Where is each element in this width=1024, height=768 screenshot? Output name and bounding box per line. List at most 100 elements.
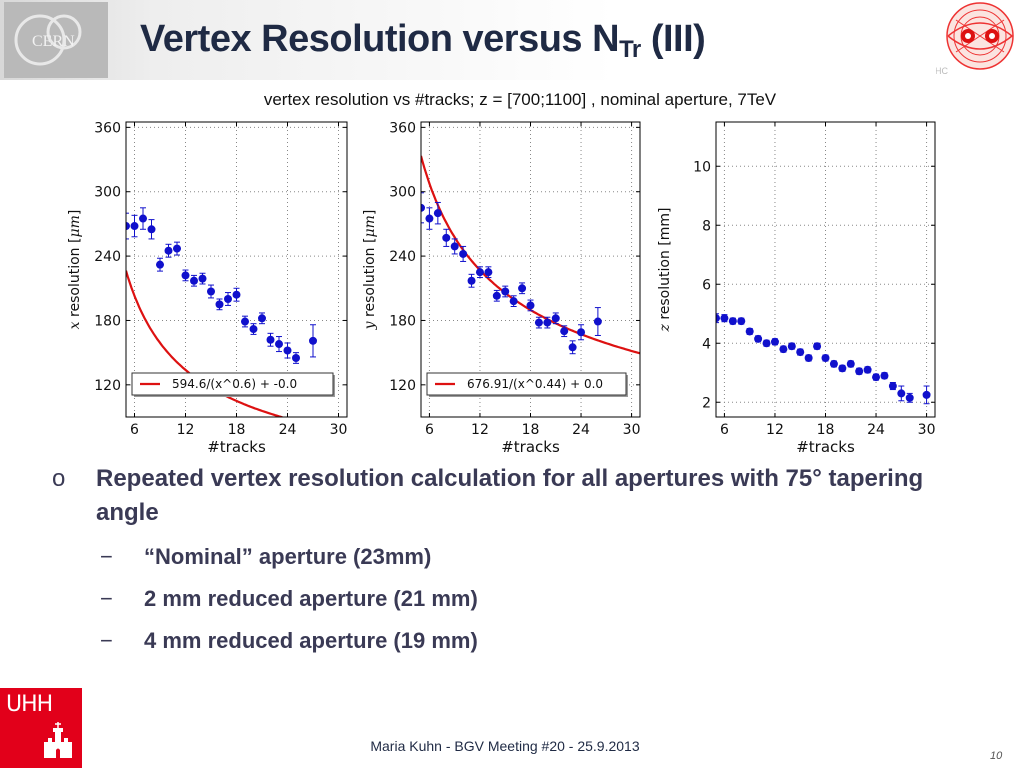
uhh-logo: UHH <box>0 688 82 768</box>
data-point <box>855 367 864 376</box>
data-point <box>484 268 493 277</box>
slide-title: Vertex Resolution versus NTr (III) <box>140 18 706 63</box>
data-point <box>787 342 796 351</box>
y-axis-label: y resolution [μm] <box>362 210 378 331</box>
x-tick-label: 18 <box>228 422 246 438</box>
data-point <box>475 268 484 277</box>
data-point <box>779 345 788 354</box>
x-tick-label: 12 <box>766 422 784 438</box>
bullet-marker: o <box>52 465 66 492</box>
y-tick-label: 360 <box>389 120 416 136</box>
data-point <box>745 327 754 336</box>
data-point <box>266 335 275 344</box>
data-point <box>754 334 763 343</box>
lhc-logo: LHC <box>930 0 1024 80</box>
bullet-main: o Repeated vertex resolution calculation… <box>52 462 992 530</box>
y-tick-label: 300 <box>94 185 121 201</box>
bullet-sub-text: “Nominal” aperture (23mm) <box>144 544 432 569</box>
plot-content <box>421 155 640 355</box>
data-point <box>190 276 198 285</box>
bullet-list: o Repeated vertex resolution calculation… <box>52 462 992 656</box>
header-band <box>0 0 1024 80</box>
data-point <box>905 393 914 402</box>
x-tick-label: 6 <box>130 422 139 438</box>
y-axis-label: z resolution [mm] <box>657 207 673 332</box>
plot-area <box>126 122 347 417</box>
cern-logo: CERN <box>4 2 108 78</box>
data-point <box>156 260 164 269</box>
y-tick-label: 120 <box>94 378 121 394</box>
bullet-sub-1: − “Nominal” aperture (23mm) <box>52 542 992 572</box>
data-point <box>526 301 535 310</box>
y-tick-label: 8 <box>702 218 711 234</box>
data-point <box>181 271 190 280</box>
data-point <box>492 291 501 300</box>
data-point <box>275 340 283 349</box>
x-tick-label: 24 <box>279 422 297 438</box>
cern-logo-text: CERN <box>32 33 75 50</box>
data-point <box>518 284 527 293</box>
data-point <box>147 225 156 234</box>
data-point <box>821 354 830 362</box>
data-point <box>863 365 872 374</box>
data-point <box>283 346 292 355</box>
data-point <box>292 354 300 362</box>
data-point <box>139 214 147 223</box>
data-point <box>258 314 266 323</box>
x-tick-label: 18 <box>817 422 835 438</box>
data-point <box>467 276 476 285</box>
x-tick-label: 12 <box>471 422 489 438</box>
data-point <box>922 390 931 399</box>
x-tick-label: 6 <box>720 422 729 438</box>
data-point <box>796 348 805 357</box>
legend-box <box>131 372 334 396</box>
y-tick-label: 240 <box>94 249 121 265</box>
data-point <box>126 222 130 231</box>
data-point <box>224 295 232 303</box>
data-point <box>198 274 207 283</box>
sub-bullet-marker: − <box>100 628 113 653</box>
data-point <box>846 359 855 368</box>
y-tick-label: 120 <box>389 378 416 394</box>
data-point <box>501 287 510 296</box>
data-point <box>543 318 552 327</box>
data-point <box>232 290 241 299</box>
data-point <box>577 328 586 337</box>
data-point <box>829 359 838 368</box>
data-point <box>728 317 737 326</box>
data-point <box>534 318 543 327</box>
x-tick-label: 30 <box>918 422 936 438</box>
plot-frame <box>420 121 641 418</box>
data-point <box>173 244 181 253</box>
charts-caption: vertex resolution vs #tracks; z = [700;1… <box>263 90 777 109</box>
y-tick-label: 180 <box>389 313 416 329</box>
plot-content <box>716 313 931 405</box>
plot-area <box>716 122 935 417</box>
data-point <box>442 233 451 242</box>
data-point <box>737 317 746 326</box>
y-tick-label: 4 <box>702 336 711 352</box>
x-tick-label: 30 <box>623 422 641 438</box>
data-point <box>804 354 813 362</box>
y-tick-label: 240 <box>389 249 416 265</box>
chart-2: 6 12 18 24 30 120 180 240 300 360 676.91/(x^0.44) … <box>362 120 641 456</box>
data-point <box>425 214 434 223</box>
lhc-logo-text: LHC <box>936 66 949 76</box>
data-point <box>207 287 215 296</box>
plot-content <box>126 207 317 417</box>
sub-bullet-marker: − <box>100 544 113 569</box>
data-point <box>309 336 317 345</box>
data-point <box>720 314 729 323</box>
data-point <box>762 339 771 348</box>
x-axis-label: #tracks <box>796 438 855 456</box>
data-point <box>770 337 779 346</box>
y-tick-label: 360 <box>94 120 121 136</box>
data-point <box>593 317 602 326</box>
data-point <box>433 209 442 218</box>
data-point <box>838 364 847 373</box>
footer-text: Maria Kuhn - BGV Meeting #20 - 25.9.2013 <box>370 738 640 754</box>
y-tick-label: 300 <box>389 185 416 201</box>
bullet-sub-text: 4 mm reduced aperture (19 mm) <box>144 628 478 653</box>
